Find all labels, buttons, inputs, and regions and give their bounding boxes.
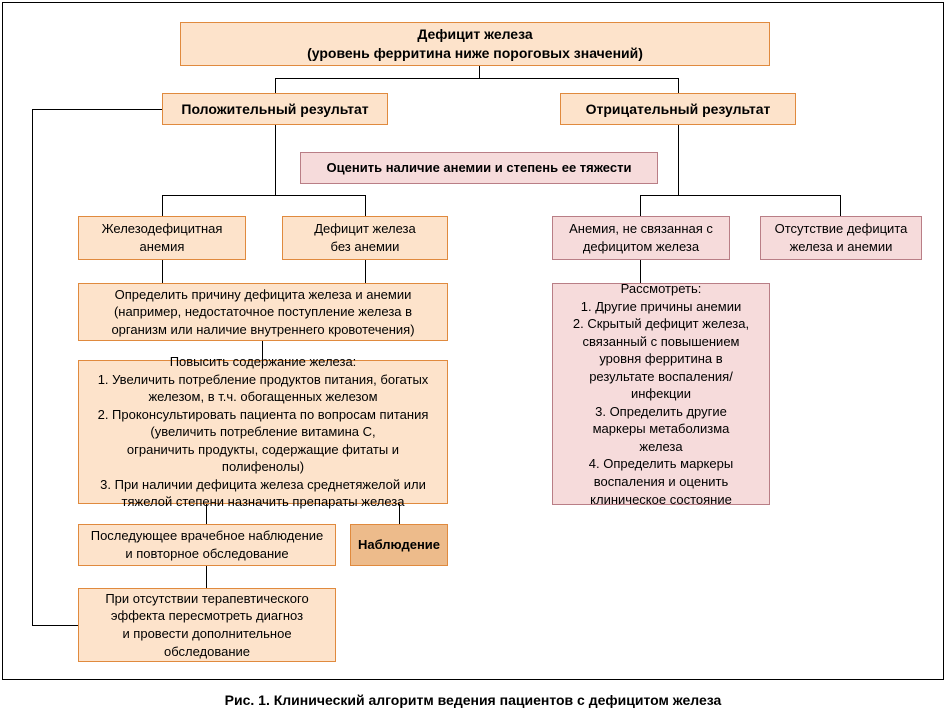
connector: [275, 78, 678, 79]
connector: [275, 78, 276, 93]
node-n_pos: Положительный результат: [162, 93, 388, 125]
connector: [162, 195, 366, 196]
node-n_none: Отсутствие дефицитажелеза и анемии: [760, 216, 922, 260]
node-text: Рассмотреть:1. Другие причины анемии2. С…: [559, 280, 763, 508]
flowchart-canvas: Рис. 1. Клинический алгоритм ведения пац…: [0, 0, 946, 720]
connector: [365, 260, 366, 283]
node-n_observe: Наблюдение: [350, 524, 448, 566]
connector: [640, 195, 840, 196]
node-text: Дефицит железабез анемии: [289, 220, 441, 255]
connector: [678, 125, 679, 195]
node-text: При отсутствии терапевтическогоэффекта п…: [85, 590, 329, 660]
chart-frame: [2, 2, 944, 680]
node-n_assess: Оценить наличие анемии и степень ее тяже…: [300, 152, 658, 184]
node-text: Отсутствие дефицитажелеза и анемии: [767, 220, 915, 255]
node-text: Наблюдение: [357, 536, 441, 554]
node-n_idnoa: Дефицит железабез анемии: [282, 216, 448, 260]
node-n_follow: Последующее врачебное наблюдениеи повтор…: [78, 524, 336, 566]
node-text: Железодефицитнаяанемия: [85, 220, 239, 255]
node-text: Оценить наличие анемии и степень ее тяже…: [307, 159, 651, 177]
node-n_anemia_other: Анемия, не связанная сдефицитом железа: [552, 216, 730, 260]
node-n_neg: Отрицательный результат: [560, 93, 796, 125]
connector: [162, 195, 163, 216]
node-n_cause: Определить причину дефицита железа и ане…: [78, 283, 448, 341]
connector: [32, 109, 162, 110]
node-text: Отрицательный результат: [567, 100, 789, 119]
node-n_consider: Рассмотреть:1. Другие причины анемии2. С…: [552, 283, 770, 505]
connector: [640, 195, 641, 216]
connector: [479, 66, 480, 78]
connector: [162, 260, 163, 283]
node-text: Определить причину дефицита железа и ане…: [85, 286, 441, 339]
node-n_ida: Железодефицитнаяанемия: [78, 216, 246, 260]
node-text: Дефицит железа(уровень ферритина ниже по…: [187, 25, 763, 63]
node-n_top: Дефицит железа(уровень ферритина ниже по…: [180, 22, 770, 66]
connector: [206, 566, 207, 588]
connector: [275, 125, 276, 195]
node-n_revise: При отсутствии терапевтическогоэффекта п…: [78, 588, 336, 662]
node-text: Положительный результат: [169, 100, 381, 119]
connector: [840, 195, 841, 216]
connector: [678, 78, 679, 93]
node-text: Повысить содержание железа:1. Увеличить …: [85, 353, 441, 511]
node-text: Последующее врачебное наблюдениеи повтор…: [85, 527, 329, 562]
figure-caption: Рис. 1. Клинический алгоритм ведения пац…: [0, 692, 946, 708]
connector: [32, 109, 33, 625]
connector: [32, 625, 78, 626]
node-text: Анемия, не связанная сдефицитом железа: [559, 220, 723, 255]
connector: [365, 195, 366, 216]
node-n_raise: Повысить содержание железа:1. Увеличить …: [78, 360, 448, 504]
